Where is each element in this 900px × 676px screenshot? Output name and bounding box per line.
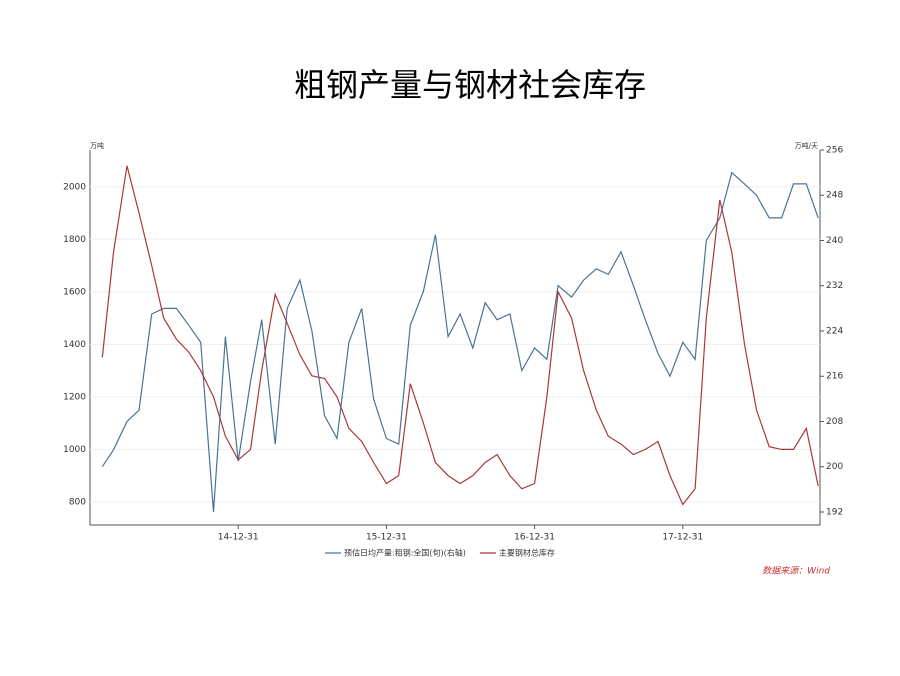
y2-tick-label: 248 [826,191,843,201]
legend-label: 主要钢材总库存 [499,548,555,558]
chart-title: 粗钢产量与钢材社会库存 [294,66,646,104]
y-tick-label: 2000 [63,182,86,192]
y-tick-label: 800 [69,497,86,507]
y2-tick-label: 232 [826,281,843,291]
y2-tick-label: 192 [826,507,843,517]
y2-tick-label: 208 [826,417,843,427]
y2-axis-unit: 万吨/天 [795,141,818,150]
legend-label: 预估日均产量:粗钢:全国(旬)(右轴) [344,548,466,558]
y2-tick-label: 256 [826,146,843,156]
x-tick-label: 14-12-31 [218,533,259,543]
x-tick-label: 16-12-31 [514,533,555,543]
x-tick-label: 17-12-31 [662,533,703,543]
y-tick-label: 1000 [63,445,86,455]
y-axis-unit: 万吨 [90,141,104,150]
x-tick-label: 15-12-31 [366,533,407,543]
y2-tick-label: 216 [826,372,843,382]
data-line [101,171,819,513]
y-tick-label: 1400 [63,340,86,350]
y-tick-label: 1200 [63,392,86,402]
data-line [101,165,819,506]
source-note: 数据来源：Wind [762,566,830,577]
y2-tick-label: 200 [826,462,843,472]
y-tick-label: 1800 [63,235,86,245]
y2-tick-label: 240 [826,236,843,246]
y-tick-label: 1600 [63,287,86,297]
y2-tick-label: 224 [826,326,843,336]
